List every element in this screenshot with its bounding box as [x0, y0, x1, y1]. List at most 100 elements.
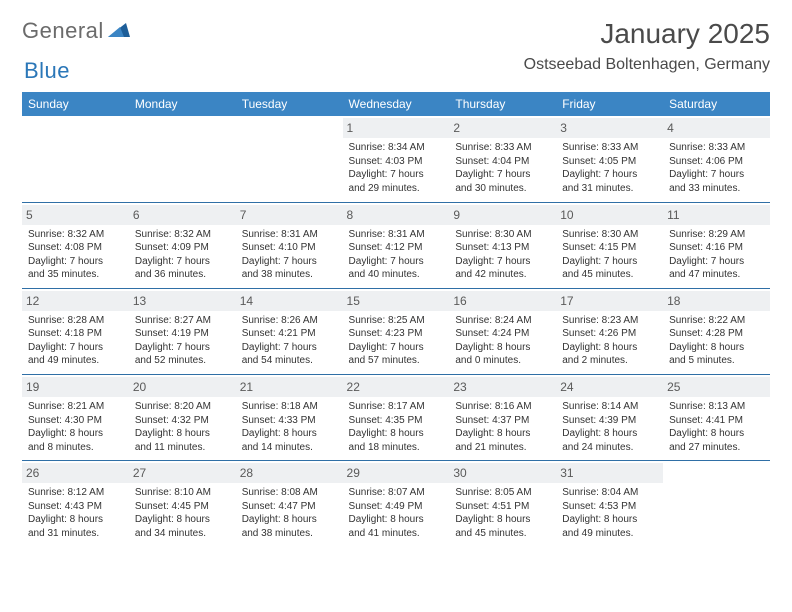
day-info-line: Daylight: 7 hours	[28, 255, 123, 269]
day-info-line: Sunrise: 8:28 AM	[28, 314, 123, 328]
day-info-line: Sunset: 4:06 PM	[669, 155, 764, 169]
day-info-line: Daylight: 7 hours	[28, 341, 123, 355]
day-info-line: Daylight: 7 hours	[242, 255, 337, 269]
day-info-line: Sunrise: 8:29 AM	[669, 228, 764, 242]
day-info-line: Sunset: 4:21 PM	[242, 327, 337, 341]
day-info-line: Sunrise: 8:05 AM	[455, 486, 550, 500]
day-info-line: and 27 minutes.	[669, 441, 764, 455]
day-number: 12	[22, 291, 129, 311]
day-info-line: Sunset: 4:41 PM	[669, 414, 764, 428]
day-number: 1	[343, 118, 450, 138]
day-header: Monday	[129, 92, 236, 116]
day-info-line: and 36 minutes.	[135, 268, 230, 282]
day-info-line: Daylight: 8 hours	[349, 427, 444, 441]
day-info-line: and 14 minutes.	[242, 441, 337, 455]
day-info-line: Sunset: 4:28 PM	[669, 327, 764, 341]
calendar-cell: 20Sunrise: 8:20 AMSunset: 4:32 PMDayligh…	[129, 374, 236, 460]
day-number: 27	[129, 463, 236, 483]
day-info-line: Sunrise: 8:23 AM	[562, 314, 657, 328]
day-info-line: and 29 minutes.	[349, 182, 444, 196]
day-info-line: Sunset: 4:43 PM	[28, 500, 123, 514]
day-info-line: Daylight: 7 hours	[455, 168, 550, 182]
day-info-line: Sunset: 4:12 PM	[349, 241, 444, 255]
day-number: 9	[449, 205, 556, 225]
day-info-line: Daylight: 8 hours	[455, 341, 550, 355]
day-number: 22	[343, 377, 450, 397]
day-info-line: Sunrise: 8:20 AM	[135, 400, 230, 414]
day-info-line: Daylight: 7 hours	[562, 168, 657, 182]
day-info-line: Sunset: 4:32 PM	[135, 414, 230, 428]
day-info-line: Daylight: 8 hours	[242, 513, 337, 527]
title-block: January 2025 Ostseebad Boltenhagen, Germ…	[524, 18, 770, 74]
day-info-line: Daylight: 8 hours	[135, 427, 230, 441]
day-info-line: Sunrise: 8:26 AM	[242, 314, 337, 328]
day-info-line: and 52 minutes.	[135, 354, 230, 368]
day-info-line: Daylight: 8 hours	[242, 427, 337, 441]
day-info-line: Daylight: 8 hours	[562, 427, 657, 441]
day-info-line: Sunset: 4:23 PM	[349, 327, 444, 341]
day-info-line: Sunset: 4:16 PM	[669, 241, 764, 255]
day-number: 26	[22, 463, 129, 483]
day-number: 11	[663, 205, 770, 225]
day-number: 10	[556, 205, 663, 225]
day-info-line: Sunset: 4:39 PM	[562, 414, 657, 428]
day-info-line: Sunset: 4:33 PM	[242, 414, 337, 428]
calendar-cell: 19Sunrise: 8:21 AMSunset: 4:30 PMDayligh…	[22, 374, 129, 460]
calendar-cell: 3Sunrise: 8:33 AMSunset: 4:05 PMDaylight…	[556, 116, 663, 202]
calendar-cell	[22, 116, 129, 202]
day-info-line: Sunset: 4:03 PM	[349, 155, 444, 169]
calendar-cell: 12Sunrise: 8:28 AMSunset: 4:18 PMDayligh…	[22, 288, 129, 374]
day-number: 18	[663, 291, 770, 311]
calendar-cell: 8Sunrise: 8:31 AMSunset: 4:12 PMDaylight…	[343, 202, 450, 288]
day-header: Saturday	[663, 92, 770, 116]
logo-text-general: General	[22, 18, 104, 44]
day-info-line: Sunset: 4:10 PM	[242, 241, 337, 255]
day-info-line: Sunset: 4:37 PM	[455, 414, 550, 428]
day-info-line: and 38 minutes.	[242, 527, 337, 541]
day-info-line: and 45 minutes.	[455, 527, 550, 541]
day-header: Friday	[556, 92, 663, 116]
calendar-cell: 27Sunrise: 8:10 AMSunset: 4:45 PMDayligh…	[129, 461, 236, 547]
calendar-cell: 28Sunrise: 8:08 AMSunset: 4:47 PMDayligh…	[236, 461, 343, 547]
day-info-line: and 11 minutes.	[135, 441, 230, 455]
day-info-line: Daylight: 7 hours	[562, 255, 657, 269]
day-info-line: Daylight: 8 hours	[562, 513, 657, 527]
day-info-line: Sunset: 4:49 PM	[349, 500, 444, 514]
day-info-line: and 8 minutes.	[28, 441, 123, 455]
day-info-line: Sunrise: 8:27 AM	[135, 314, 230, 328]
calendar-cell: 16Sunrise: 8:24 AMSunset: 4:24 PMDayligh…	[449, 288, 556, 374]
calendar-cell: 4Sunrise: 8:33 AMSunset: 4:06 PMDaylight…	[663, 116, 770, 202]
day-info-line: and 40 minutes.	[349, 268, 444, 282]
day-info-line: and 41 minutes.	[349, 527, 444, 541]
calendar-cell	[129, 116, 236, 202]
day-info-line: Daylight: 8 hours	[455, 513, 550, 527]
day-number: 16	[449, 291, 556, 311]
calendar-cell: 21Sunrise: 8:18 AMSunset: 4:33 PMDayligh…	[236, 374, 343, 460]
calendar-cell: 29Sunrise: 8:07 AMSunset: 4:49 PMDayligh…	[343, 461, 450, 547]
calendar-cell	[236, 116, 343, 202]
day-info-line: Sunrise: 8:16 AM	[455, 400, 550, 414]
day-number: 13	[129, 291, 236, 311]
day-info-line: Sunrise: 8:30 AM	[455, 228, 550, 242]
day-info-line: and 5 minutes.	[669, 354, 764, 368]
day-number: 14	[236, 291, 343, 311]
day-info-line: and 30 minutes.	[455, 182, 550, 196]
day-info-line: Sunrise: 8:32 AM	[135, 228, 230, 242]
day-info-line: and 2 minutes.	[562, 354, 657, 368]
day-info-line: Sunset: 4:35 PM	[349, 414, 444, 428]
day-info-line: Sunrise: 8:33 AM	[669, 141, 764, 155]
day-info-line: Daylight: 7 hours	[669, 255, 764, 269]
calendar-table: SundayMondayTuesdayWednesdayThursdayFrid…	[22, 92, 770, 547]
day-info-line: Sunrise: 8:14 AM	[562, 400, 657, 414]
calendar-cell: 1Sunrise: 8:34 AMSunset: 4:03 PMDaylight…	[343, 116, 450, 202]
day-number: 29	[343, 463, 450, 483]
day-info-line: and 42 minutes.	[455, 268, 550, 282]
calendar-cell: 6Sunrise: 8:32 AMSunset: 4:09 PMDaylight…	[129, 202, 236, 288]
day-header: Thursday	[449, 92, 556, 116]
day-header: Wednesday	[343, 92, 450, 116]
day-info-line: Sunset: 4:53 PM	[562, 500, 657, 514]
day-number: 15	[343, 291, 450, 311]
day-info-line: and 38 minutes.	[242, 268, 337, 282]
day-info-line: Sunrise: 8:18 AM	[242, 400, 337, 414]
day-info-line: Sunrise: 8:22 AM	[669, 314, 764, 328]
